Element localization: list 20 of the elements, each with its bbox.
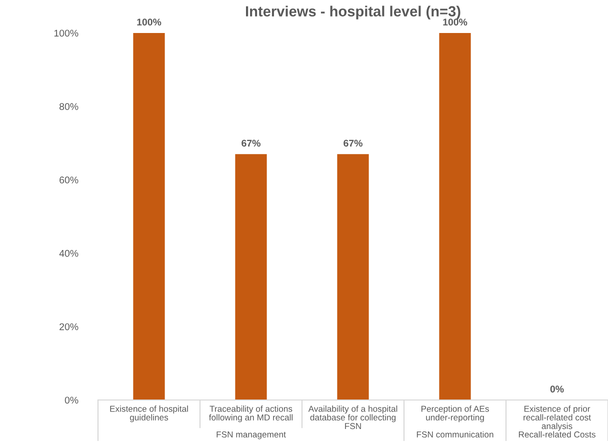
- text: Recall-related Costs: [518, 431, 596, 438]
- y-tick-label: 100%: [54, 30, 78, 37]
- x-tick-label: Perception of AEs under-reporting: [421, 406, 489, 422]
- y-tick-label: 60%: [60, 176, 78, 184]
- data-label: 0%: [550, 386, 564, 393]
- x-tick-label: Existence of hospital guidelines: [110, 406, 188, 422]
- text: FSN management: [216, 431, 286, 440]
- x-tick-label: Availability of a hospital database for collecting FSN: [308, 406, 398, 430]
- data-label: 100%: [443, 18, 468, 26]
- data-label: 67%: [242, 140, 260, 147]
- data-label: 100%: [137, 18, 162, 26]
- y-tick-label: 20%: [60, 323, 78, 330]
- y-tick-label: 0%: [64, 396, 78, 404]
- text: FSN communication: [416, 431, 494, 438]
- data-label: 67%: [344, 140, 362, 147]
- chart-title: Interviews - hospital level (n=3): [246, 6, 460, 20]
- y-tick-label: 40%: [59, 250, 78, 257]
- x-tick-label: Traceability of actions following an MD recall: [209, 406, 293, 422]
- x-tick-label: Existence of prior recall-related cost analysis: [524, 406, 591, 431]
- y-tick-label: 80%: [60, 103, 78, 110]
